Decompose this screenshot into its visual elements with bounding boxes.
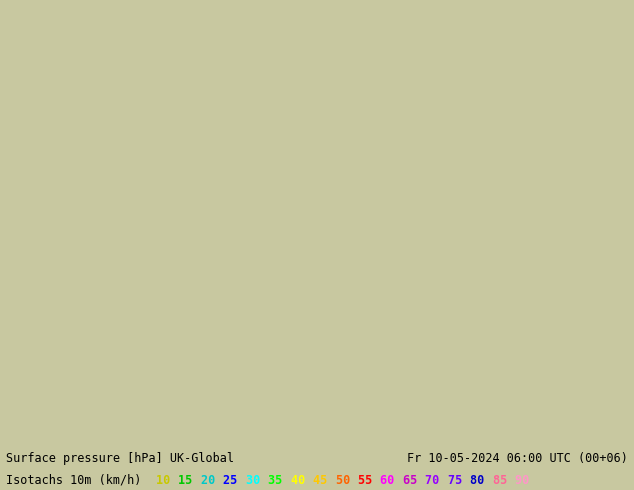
Text: 80: 80 [470,474,491,487]
Text: 60: 60 [380,474,402,487]
Text: 25: 25 [223,474,245,487]
Text: 15: 15 [178,474,200,487]
Text: 45: 45 [313,474,335,487]
Text: 65: 65 [403,474,424,487]
Text: Surface pressure [hPa] UK-Global: Surface pressure [hPa] UK-Global [6,452,235,465]
Text: 40: 40 [290,474,312,487]
Text: 20: 20 [201,474,223,487]
Text: 35: 35 [268,474,290,487]
Text: 85: 85 [493,474,514,487]
Text: 50: 50 [335,474,357,487]
Text: 55: 55 [358,474,379,487]
Text: 70: 70 [425,474,447,487]
Text: Fr 10-05-2024 06:00 UTC (00+06): Fr 10-05-2024 06:00 UTC (00+06) [407,452,628,465]
Text: 30: 30 [246,474,267,487]
Text: 10: 10 [156,474,178,487]
Text: 90: 90 [515,474,536,487]
Text: Isotachs 10m (km/h): Isotachs 10m (km/h) [6,474,149,487]
Text: 75: 75 [448,474,469,487]
